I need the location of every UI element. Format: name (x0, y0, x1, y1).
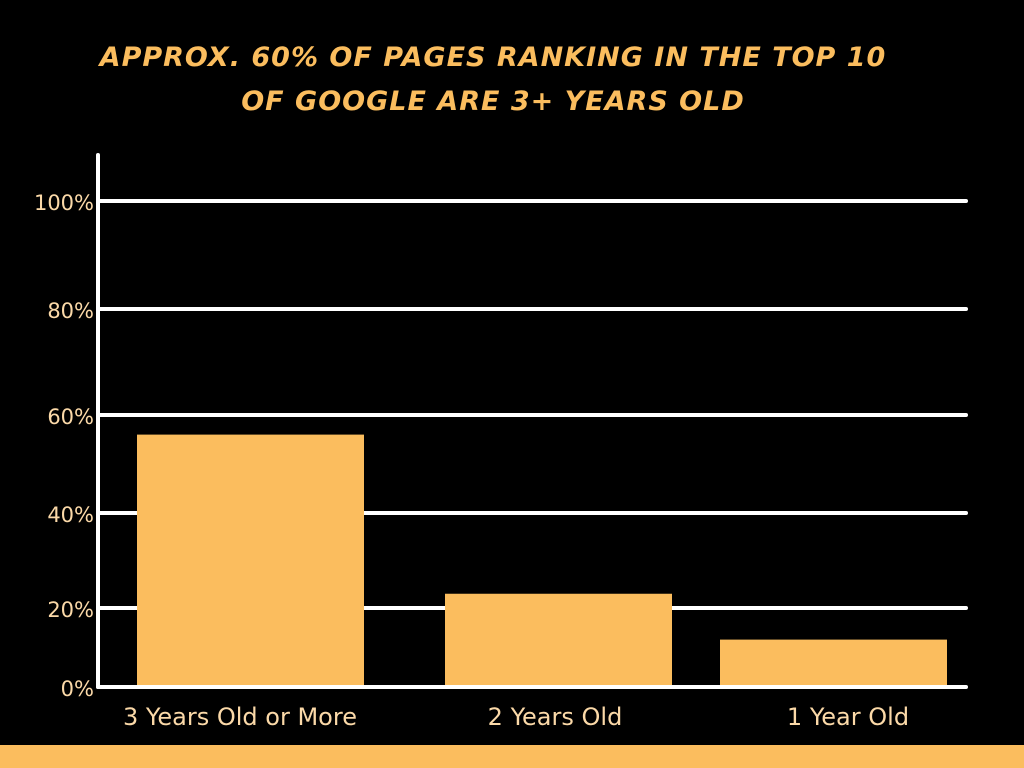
x-category-label: 2 Years Old (488, 703, 623, 731)
y-tick-label: 20% (47, 598, 94, 622)
y-tick-label: 100% (34, 191, 94, 215)
chart-title: APPROX. 60% OF PAGES RANKING IN THE TOP … (0, 36, 986, 124)
y-tick-label: 60% (47, 405, 94, 429)
bar (720, 639, 947, 685)
chart-title-line-1: APPROX. 60% OF PAGES RANKING IN THE TOP … (99, 42, 887, 73)
chart-title-line-2: OF GOOGLE ARE 3+ YEARS OLD (241, 86, 745, 117)
bottom-accent-bar (0, 745, 1024, 768)
y-tick-label: 40% (47, 503, 94, 527)
x-category-label: 3 Years Old or More (123, 703, 357, 731)
bar (137, 434, 364, 685)
x-category-label: 1 Year Old (787, 703, 909, 731)
y-tick-label: 80% (47, 299, 94, 323)
y-tick-label: 0% (61, 677, 94, 701)
bar (445, 593, 672, 685)
